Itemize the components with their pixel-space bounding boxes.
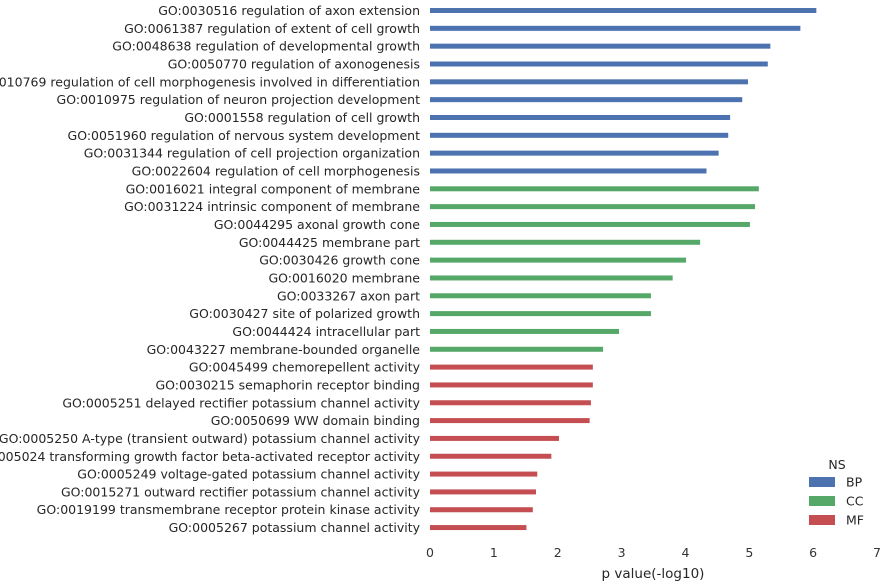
- bar-mf-9: [430, 525, 527, 531]
- x-tick-label: 7: [873, 545, 881, 560]
- category-label: GO:0050699 WW domain binding: [211, 413, 420, 428]
- x-tick-label: 0: [426, 545, 434, 560]
- bar-cc-1: [430, 204, 756, 210]
- bar-bp-2: [430, 43, 771, 49]
- category-label: GO:0019199 transmembrane receptor protei…: [37, 502, 421, 517]
- category-label: GO:0044425 membrane part: [239, 235, 420, 250]
- x-tick-label: 2: [554, 545, 562, 560]
- category-label: GO:0016021 integral component of membran…: [126, 181, 421, 196]
- category-label: GO:0030427 site of polarized growth: [189, 306, 420, 321]
- category-label: GO:0005024 transforming growth factor be…: [0, 449, 421, 464]
- bar-mf-8: [430, 507, 533, 513]
- x-tick-label: 6: [809, 545, 817, 560]
- bar-cc-5: [430, 275, 673, 281]
- bars: [430, 8, 817, 531]
- category-label: GO:0050770 regulation of axonogenesis: [168, 56, 420, 71]
- bar-bp-0: [430, 8, 817, 13]
- category-label: GO:0045499 chemorepellent activity: [189, 360, 421, 375]
- category-label: GO:0033267 axon part: [277, 288, 420, 303]
- category-label: GO:0010975 regulation of neuron projecti…: [57, 92, 421, 107]
- x-tick-label: 1: [490, 545, 498, 560]
- category-label: GO:0030215 semaphorin receptor binding: [155, 377, 420, 392]
- bar-mf-5: [430, 453, 552, 459]
- category-label: GO:0030426 growth cone: [259, 253, 420, 268]
- category-label: GO:0044424 intracellular part: [232, 324, 420, 339]
- category-label: GO:0010769 regulation of cell morphogene…: [0, 74, 420, 89]
- x-axis-ticks: 0 1 2 3 4 5 6 7: [426, 545, 881, 560]
- x-tick-label: 4: [681, 545, 689, 560]
- bar-mf-1: [430, 382, 593, 388]
- category-label: GO:0005249 voltage-gated potassium chann…: [77, 467, 420, 482]
- bar-bp-3: [430, 61, 768, 67]
- x-tick-label: 5: [745, 545, 753, 560]
- legend-label-cc: CC: [846, 494, 864, 509]
- category-label: GO:0044295 axonal growth cone: [214, 217, 420, 232]
- category-label: GO:0043227 membrane-bounded organelle: [147, 342, 421, 357]
- bar-bp-1: [430, 25, 801, 31]
- bar-mf-4: [430, 435, 559, 441]
- bar-cc-3: [430, 239, 701, 245]
- category-labels: GO:0030516 regulation of axon extension G…: [0, 3, 421, 535]
- bar-cc-7: [430, 311, 651, 317]
- category-label: GO:0005251 delayed rectifier potassium c…: [62, 395, 420, 410]
- bar-cc-9: [430, 346, 604, 352]
- legend-label-mf: MF: [846, 513, 864, 528]
- x-axis-title: p value(-log10): [602, 566, 705, 582]
- legend-swatch-cc: [809, 496, 835, 506]
- category-label: GO:0001558 regulation of cell growth: [184, 110, 420, 125]
- bar-mf-6: [430, 471, 538, 477]
- legend-label-bp: BP: [846, 475, 863, 490]
- category-label: GO:0030516 regulation of axon extension: [158, 3, 420, 18]
- bar-cc-4: [430, 257, 687, 263]
- bar-mf-7: [430, 489, 536, 495]
- bar-bp-5: [430, 97, 743, 103]
- bar-cc-2: [430, 221, 750, 227]
- category-label: GO:0031344 regulation of cell projection…: [84, 146, 420, 161]
- bar-cc-0: [430, 186, 759, 192]
- category-label: GO:0016020 membrane: [268, 270, 420, 285]
- bar-mf-0: [430, 364, 593, 370]
- legend-swatch-mf: [809, 515, 835, 525]
- legend-title: NS: [828, 457, 845, 472]
- x-tick-label: 3: [618, 545, 626, 560]
- bar-bp-7: [430, 132, 729, 138]
- bar-bp-9: [430, 168, 707, 174]
- category-label: GO:0015271 outward rectifier potassium c…: [61, 484, 421, 499]
- category-label: GO:0051960 regulation of nervous system …: [68, 128, 421, 143]
- legend-swatch-bp: [809, 477, 835, 487]
- bar-bp-6: [430, 114, 731, 120]
- category-label: GO:0031224 intrinsic component of membra…: [124, 199, 420, 214]
- bar-mf-2: [430, 400, 591, 406]
- category-label: GO:0022604 regulation of cell morphogene…: [132, 163, 420, 178]
- bar-bp-8: [430, 150, 719, 156]
- bar-cc-8: [430, 328, 620, 334]
- category-label: GO:0005267 potassium channel activity: [169, 520, 421, 535]
- category-label: GO:0048638 regulation of developmental g…: [112, 39, 420, 54]
- bar-cc-6: [430, 293, 651, 299]
- bar-bp-4: [430, 79, 749, 85]
- category-label: GO:0005250 A-type (transient outward) po…: [0, 431, 421, 446]
- legend: NS BP CC MF: [809, 457, 864, 528]
- category-label: GO:0061387 regulation of extent of cell …: [124, 21, 420, 36]
- bar-mf-3: [430, 418, 590, 424]
